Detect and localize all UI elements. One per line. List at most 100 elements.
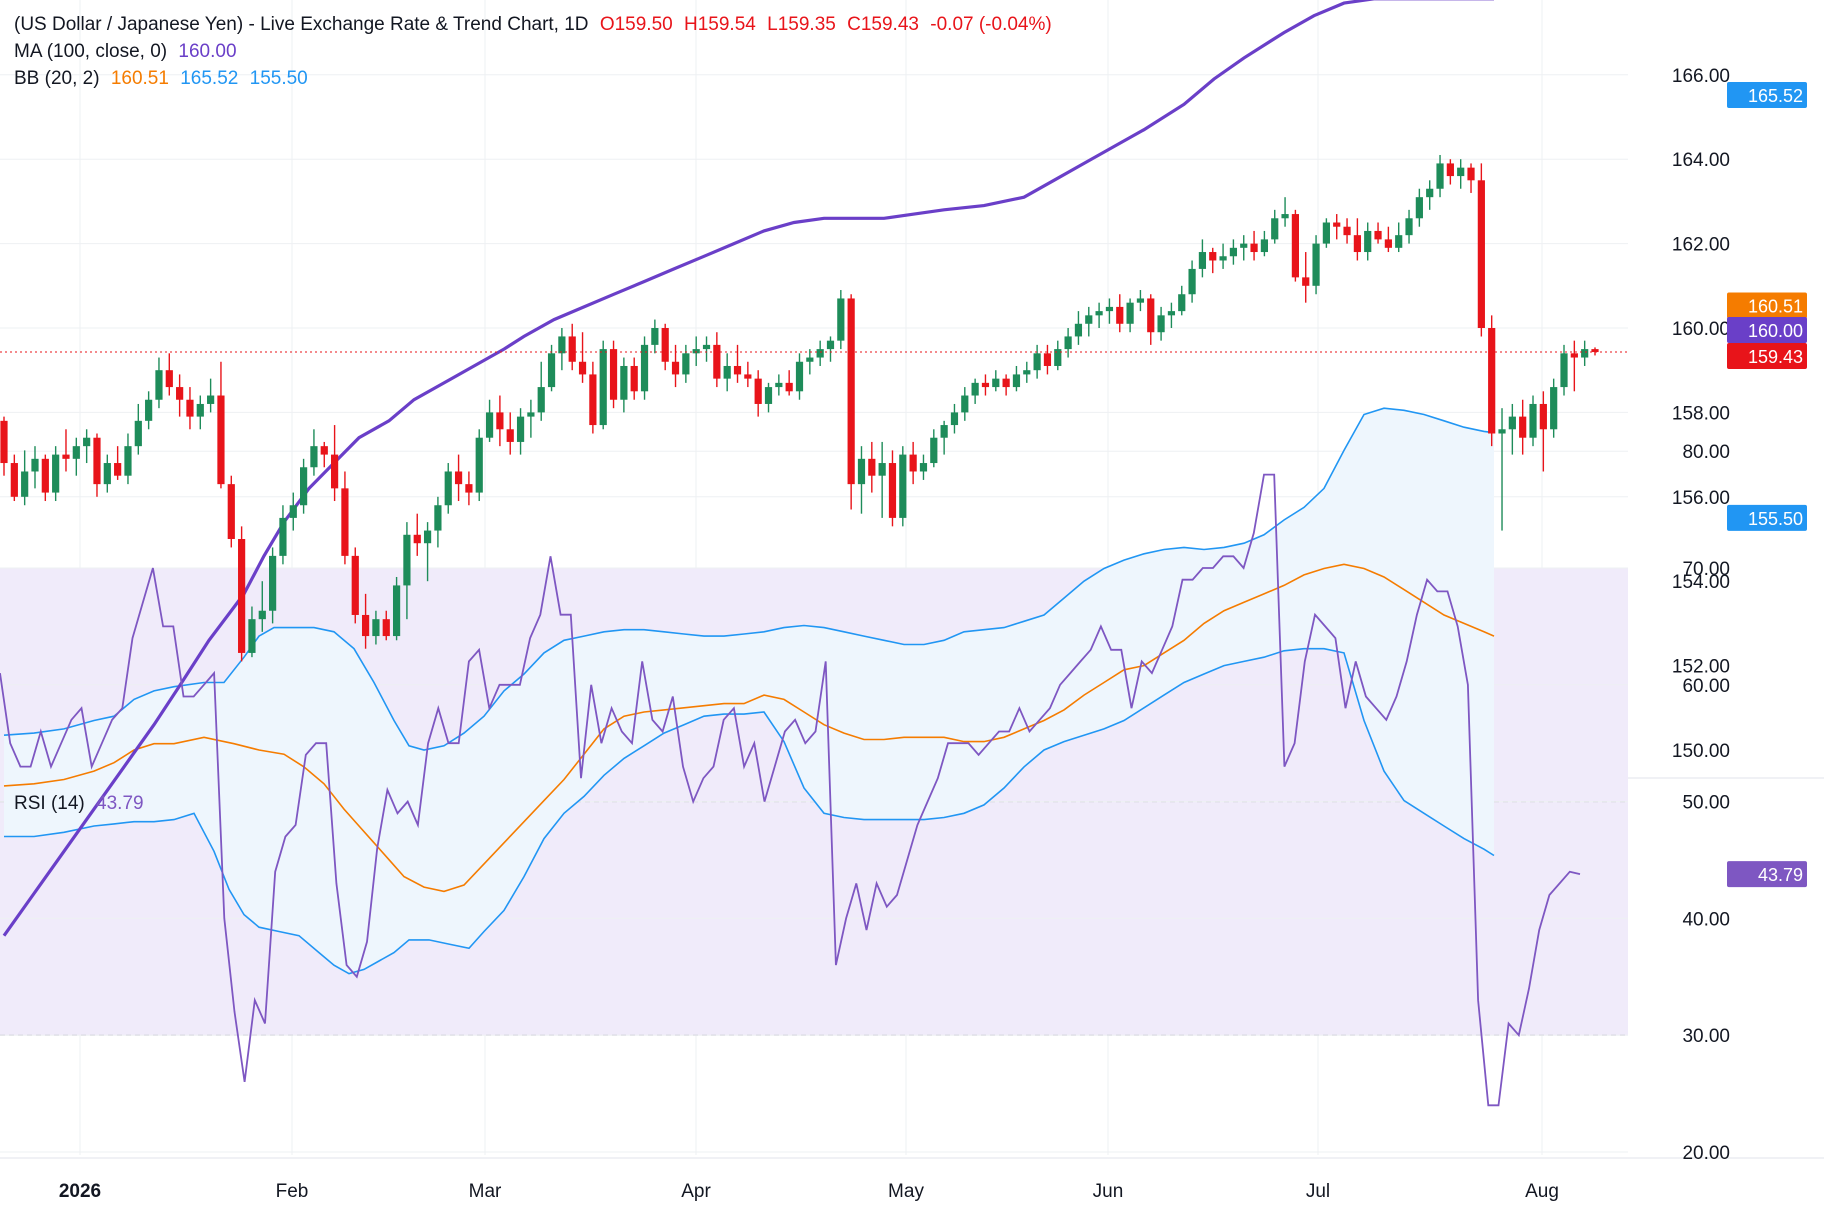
candle bbox=[878, 441, 886, 518]
rsi-value: 43.79 bbox=[96, 793, 144, 814]
candle bbox=[1229, 239, 1238, 265]
rsi-line bbox=[0, 473, 1581, 1107]
candle bbox=[733, 344, 742, 383]
candle bbox=[269, 547, 277, 624]
low-value: 159.35 bbox=[777, 14, 836, 35]
candle-body bbox=[795, 361, 804, 392]
candle bbox=[1529, 395, 1537, 447]
time-tick-label: May bbox=[888, 1181, 924, 1202]
candle-body bbox=[785, 382, 793, 392]
legend-bb-row[interactable]: BB (20, 2) 160.51 165.52 155.50 bbox=[14, 68, 314, 90]
candle-body bbox=[103, 463, 111, 485]
candle-body bbox=[434, 505, 442, 531]
time-axis[interactable]: 2026 Feb Mar Apr May Jun Jul Aug bbox=[59, 1181, 1559, 1202]
price-tick-label: 154.00 bbox=[1672, 572, 1730, 593]
candle-body bbox=[1147, 298, 1155, 333]
candle bbox=[1353, 218, 1361, 261]
candle bbox=[1043, 344, 1052, 375]
candle bbox=[558, 328, 566, 371]
candle-body bbox=[31, 458, 39, 472]
rsi-tick-label: 80.00 bbox=[1682, 442, 1730, 463]
bb-lower-tag-bg bbox=[1727, 504, 1807, 531]
candle-body bbox=[578, 361, 587, 375]
candle bbox=[1178, 285, 1186, 316]
candle-body bbox=[1550, 387, 1558, 430]
candle-body bbox=[1570, 353, 1578, 358]
candle bbox=[640, 336, 649, 400]
candle bbox=[899, 446, 907, 527]
candle bbox=[351, 547, 359, 624]
candle-body bbox=[145, 399, 153, 421]
candle bbox=[72, 437, 80, 476]
legend-symbol-row[interactable]: (US Dollar / Japanese Yen) - Live Exchan… bbox=[14, 14, 1058, 36]
candle-body bbox=[1229, 247, 1238, 257]
candle-body bbox=[1074, 323, 1083, 337]
candle bbox=[248, 606, 256, 658]
candle-body bbox=[0, 420, 8, 464]
candle bbox=[413, 513, 421, 556]
candle bbox=[1467, 163, 1475, 193]
candle-body bbox=[1498, 429, 1506, 434]
candle bbox=[10, 454, 18, 502]
candle bbox=[940, 420, 948, 455]
rsi-axis[interactable]: 20.00 30.00 40.00 50.00 60.00 70.00 80.00 bbox=[1682, 442, 1730, 1164]
candle bbox=[1477, 163, 1485, 337]
candle-body bbox=[1281, 214, 1289, 219]
ma-line bbox=[2, 0, 1494, 937]
price-axis[interactable]: 150.00 152.00 154.00 156.00 158.00 160.00 162.… bbox=[1672, 0, 1730, 762]
candle-body bbox=[186, 399, 194, 417]
candle bbox=[620, 357, 628, 413]
candle bbox=[1291, 209, 1299, 282]
candle bbox=[888, 450, 897, 527]
time-tick-label: Mar bbox=[469, 1181, 502, 1202]
rsi-tag-bg bbox=[1727, 861, 1807, 888]
candle-body bbox=[1488, 328, 1496, 434]
rsi-tick-label: 70.00 bbox=[1682, 559, 1730, 580]
candle-body bbox=[826, 340, 835, 350]
candle-body bbox=[392, 585, 401, 637]
candle bbox=[1302, 252, 1310, 303]
candle-body bbox=[413, 534, 421, 544]
candle-body bbox=[10, 463, 18, 497]
candle bbox=[382, 610, 390, 641]
legend-ma-row[interactable]: MA (100, close, 0) 160.00 bbox=[14, 41, 243, 63]
candle-body bbox=[423, 530, 432, 544]
candle-body bbox=[124, 446, 132, 476]
rsi-tick-label: 60.00 bbox=[1682, 676, 1730, 697]
candle-body bbox=[1581, 349, 1589, 358]
candle bbox=[258, 581, 266, 632]
candle-body bbox=[857, 458, 866, 485]
legend-rsi-row[interactable]: RSI (14) 43.79 bbox=[14, 793, 144, 815]
candle-body bbox=[1426, 188, 1434, 198]
candle-body bbox=[1136, 298, 1145, 303]
candle bbox=[1384, 226, 1392, 253]
candle-body bbox=[1353, 235, 1361, 253]
candle-body bbox=[640, 344, 649, 392]
candle-body bbox=[114, 463, 122, 476]
candle bbox=[578, 332, 587, 383]
candle-body bbox=[227, 484, 235, 539]
candle-body bbox=[1457, 167, 1465, 177]
candle-body bbox=[1219, 256, 1227, 261]
candle bbox=[1002, 374, 1010, 396]
candle bbox=[103, 454, 111, 493]
candle-body bbox=[41, 458, 49, 493]
candle bbox=[961, 387, 969, 421]
candle bbox=[568, 323, 576, 371]
candle bbox=[671, 344, 680, 388]
candle bbox=[1281, 197, 1289, 227]
candle bbox=[31, 446, 39, 489]
candle bbox=[1508, 403, 1516, 455]
candle bbox=[971, 378, 979, 404]
rsi-tick-label: 40.00 bbox=[1682, 909, 1730, 930]
candle bbox=[423, 522, 432, 582]
candle bbox=[1343, 218, 1351, 244]
candle-body bbox=[269, 555, 277, 611]
candle-body bbox=[547, 353, 556, 388]
candle bbox=[1333, 214, 1341, 240]
candle bbox=[1322, 218, 1330, 248]
candle-body bbox=[1271, 218, 1279, 240]
candle-body bbox=[620, 365, 628, 400]
open-label: O bbox=[599, 14, 615, 35]
